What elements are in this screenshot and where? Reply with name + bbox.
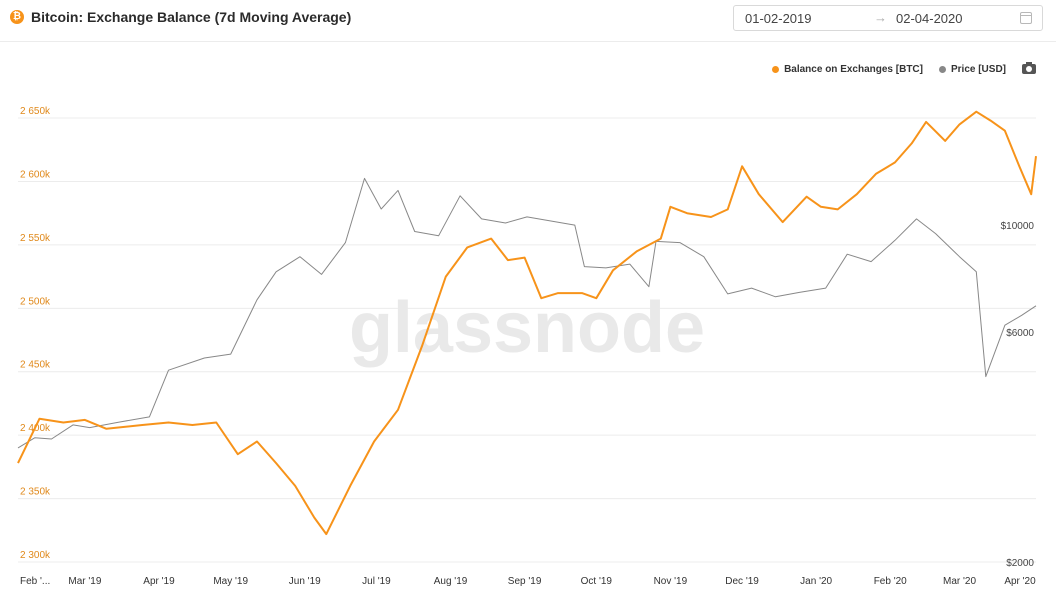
- x-tick-label: Jul '19: [362, 576, 391, 587]
- bitcoin-icon: ₿: [10, 10, 24, 24]
- watermark-text: glassnode: [349, 288, 705, 368]
- x-tick-label: Mar '20: [943, 576, 976, 587]
- x-tick-label: Apr '19: [143, 576, 175, 587]
- calendar-icon[interactable]: [1020, 12, 1032, 24]
- right-axis-ticks: $2000 $6000 $10000: [1001, 221, 1035, 569]
- left-tick-label: 2 450k: [20, 360, 51, 371]
- balance-series-line: [17, 110, 1037, 536]
- x-tick-label: Apr '20: [1004, 576, 1036, 587]
- x-tick-label: May '19: [213, 576, 248, 587]
- x-tick-label: Nov '19: [654, 576, 688, 587]
- x-tick-label: Mar '19: [68, 576, 101, 587]
- x-tick-label: Aug '19: [434, 576, 468, 587]
- left-tick-label: 2 550k: [20, 233, 51, 244]
- chart-series: [17, 110, 1037, 536]
- date-end-input[interactable]: 02-04-2020: [896, 11, 963, 26]
- legend-dot-balance: [772, 65, 780, 73]
- left-tick-label: 2 350k: [20, 487, 51, 498]
- right-tick-label: $2000: [1006, 558, 1034, 569]
- left-tick-label: 2 300k: [20, 550, 51, 561]
- arrow-right-icon: →: [874, 10, 887, 25]
- x-axis-ticks: Feb '... Mar '19 Apr '19 May '19 Jun '19 Jul …: [20, 576, 1036, 587]
- grid-lines: [18, 117, 1036, 563]
- date-start-input[interactable]: 01-02-2019: [745, 11, 812, 26]
- left-tick-label: 2 650k: [20, 106, 51, 117]
- legend-item-balance[interactable]: Balance on Exchanges [BTC]: [772, 64, 923, 75]
- legend-dot-price: [938, 65, 946, 73]
- left-tick-label: 2 600k: [20, 169, 51, 180]
- right-tick-label: $6000: [1006, 328, 1034, 339]
- x-tick-label: Feb '20: [874, 576, 907, 587]
- chart-title: Bitcoin: Exchange Balance (7d Moving Ave…: [31, 9, 352, 25]
- chart-header: ₿ Bitcoin: Exchange Balance (7d Moving A…: [0, 0, 1056, 42]
- x-tick-label: Sep '19: [508, 576, 542, 587]
- legend-label-balance: Balance on Exchanges [BTC]: [784, 63, 923, 75]
- x-tick-label: Jun '19: [289, 576, 321, 587]
- price-series-line: [17, 177, 1037, 449]
- camera-icon[interactable]: [1022, 62, 1036, 74]
- right-tick-label: $10000: [1001, 221, 1035, 232]
- x-tick-label: Dec '19: [725, 576, 759, 587]
- legend-label-price: Price [USD]: [950, 63, 1006, 75]
- x-tick-label: Oct '19: [581, 576, 613, 587]
- legend-item-price[interactable]: Price [USD]: [938, 63, 1006, 75]
- date-range-picker[interactable]: 01-02-2019 → 02-04-2020: [733, 5, 1043, 31]
- x-tick-label: Jan '20: [800, 576, 832, 587]
- left-tick-label: 2 500k: [20, 296, 51, 307]
- x-tick-label: Feb '...: [20, 576, 50, 587]
- chart-legend: Balance on Exchanges [BTC] Price [USD]: [772, 62, 1036, 76]
